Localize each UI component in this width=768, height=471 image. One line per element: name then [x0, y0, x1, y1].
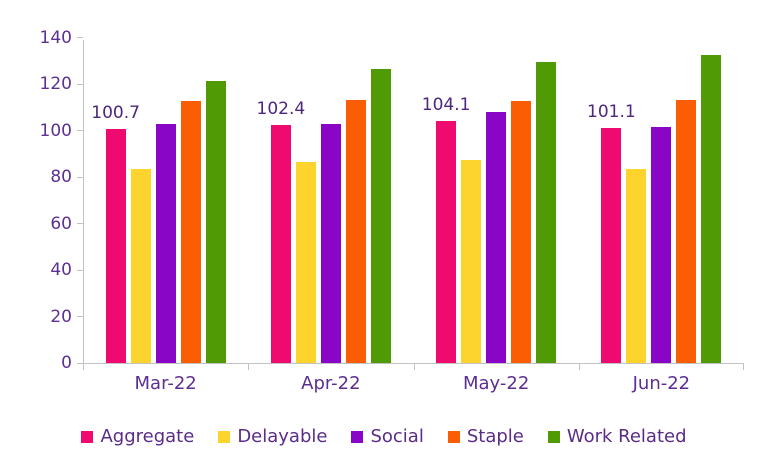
legend-marker-social	[351, 430, 364, 443]
data-label-apr-22: 102.4	[256, 98, 306, 119]
legend-marker-delayable	[218, 430, 231, 443]
bar-group-may-22: 104.1	[414, 37, 579, 363]
legend-marker-aggregate	[81, 430, 94, 443]
x-tick-mark	[248, 364, 250, 370]
bar-social-mar-22	[155, 123, 176, 363]
bar-social-jun-22	[651, 127, 672, 363]
x-tick-mark	[83, 364, 84, 370]
legend-label-staple: Staple	[466, 426, 524, 447]
data-label-mar-22: 100.7	[91, 102, 140, 123]
legend-label-work-related: Work Related	[566, 426, 687, 447]
bar-delayable-jun-22	[626, 168, 647, 363]
x-category-label-jun-22: Jun-22	[632, 373, 691, 394]
x-axis-line	[83, 363, 744, 364]
x-category-label-may-22: May-22	[462, 373, 530, 394]
y-tick-mark	[77, 176, 83, 178]
bar-work-related-may-22	[536, 61, 557, 363]
legend-item-delayable: Delayable	[218, 426, 327, 447]
legend-item-staple: Staple	[447, 426, 524, 447]
bar-delayable-mar-22	[130, 168, 151, 363]
x-category-label-apr-22: Apr-22	[301, 373, 361, 394]
bar-group-apr-22: 102.4	[248, 37, 413, 363]
bar-aggregate-jun-22: 101.1	[587, 102, 636, 363]
bar-work-related-mar-22	[205, 80, 226, 363]
bar-staple-apr-22	[345, 100, 366, 363]
y-tick-label: 80	[50, 167, 72, 187]
y-tick-mark	[77, 269, 83, 271]
legend-item-social: Social	[351, 426, 424, 447]
bar-aggregate-may-22: 104.1	[422, 95, 470, 363]
bar-delayable-may-22	[461, 159, 482, 363]
y-tick-label: 100	[39, 120, 72, 141]
y-tick-label: 20	[50, 306, 72, 327]
bar-work-related-jun-22	[701, 54, 722, 363]
data-label-jun-22: 101.1	[587, 101, 636, 122]
y-tick-label: 120	[39, 74, 72, 94]
y-tick-label: 0	[61, 353, 72, 373]
bar-group-mar-22: 100.7	[83, 37, 248, 363]
y-tick-mark	[77, 83, 83, 85]
y-tick-label: 40	[50, 260, 72, 280]
bar-staple-mar-22	[180, 101, 201, 363]
y-tick-mark	[77, 362, 83, 364]
bar-staple-jun-22	[676, 100, 697, 363]
data-label-may-22: 104.1	[421, 94, 471, 115]
legend-item-work-related: Work Related	[547, 426, 687, 447]
x-tick-mark	[743, 364, 744, 370]
bar-group-jun-22: 101.1	[579, 37, 744, 363]
bar-aggregate-mar-22: 100.7	[91, 103, 140, 363]
legend-label-delayable: Delayable	[237, 426, 328, 447]
legend-label-social: Social	[370, 426, 424, 447]
bar-aggregate-apr-22: 102.4	[257, 99, 305, 363]
legend-item-aggregate: Aggregate	[81, 426, 194, 447]
bar-staple-may-22	[511, 101, 532, 363]
legend-label-aggregate: Aggregate	[100, 426, 195, 447]
chart-legend: Aggregate Delayable Social Staple Work Relat…	[0, 426, 768, 447]
bar-social-apr-22	[320, 123, 341, 363]
y-tick-mark	[77, 130, 83, 131]
bar-delayable-apr-22	[295, 161, 316, 363]
legend-marker-staple	[447, 430, 460, 443]
y-tick-label: 60	[50, 213, 72, 234]
y-tick-mark	[77, 316, 83, 317]
bar-social-may-22	[486, 111, 507, 363]
y-tick-label: 140	[39, 27, 72, 48]
bar-work-related-apr-22	[370, 68, 391, 363]
x-tick-mark	[413, 364, 415, 370]
x-tick-mark	[578, 364, 580, 370]
y-tick-mark	[77, 223, 83, 224]
legend-marker-work-related	[547, 430, 560, 443]
x-category-label-mar-22: Mar-22	[134, 373, 197, 394]
y-tick-mark	[77, 37, 83, 38]
y-axis-line	[83, 40, 84, 369]
